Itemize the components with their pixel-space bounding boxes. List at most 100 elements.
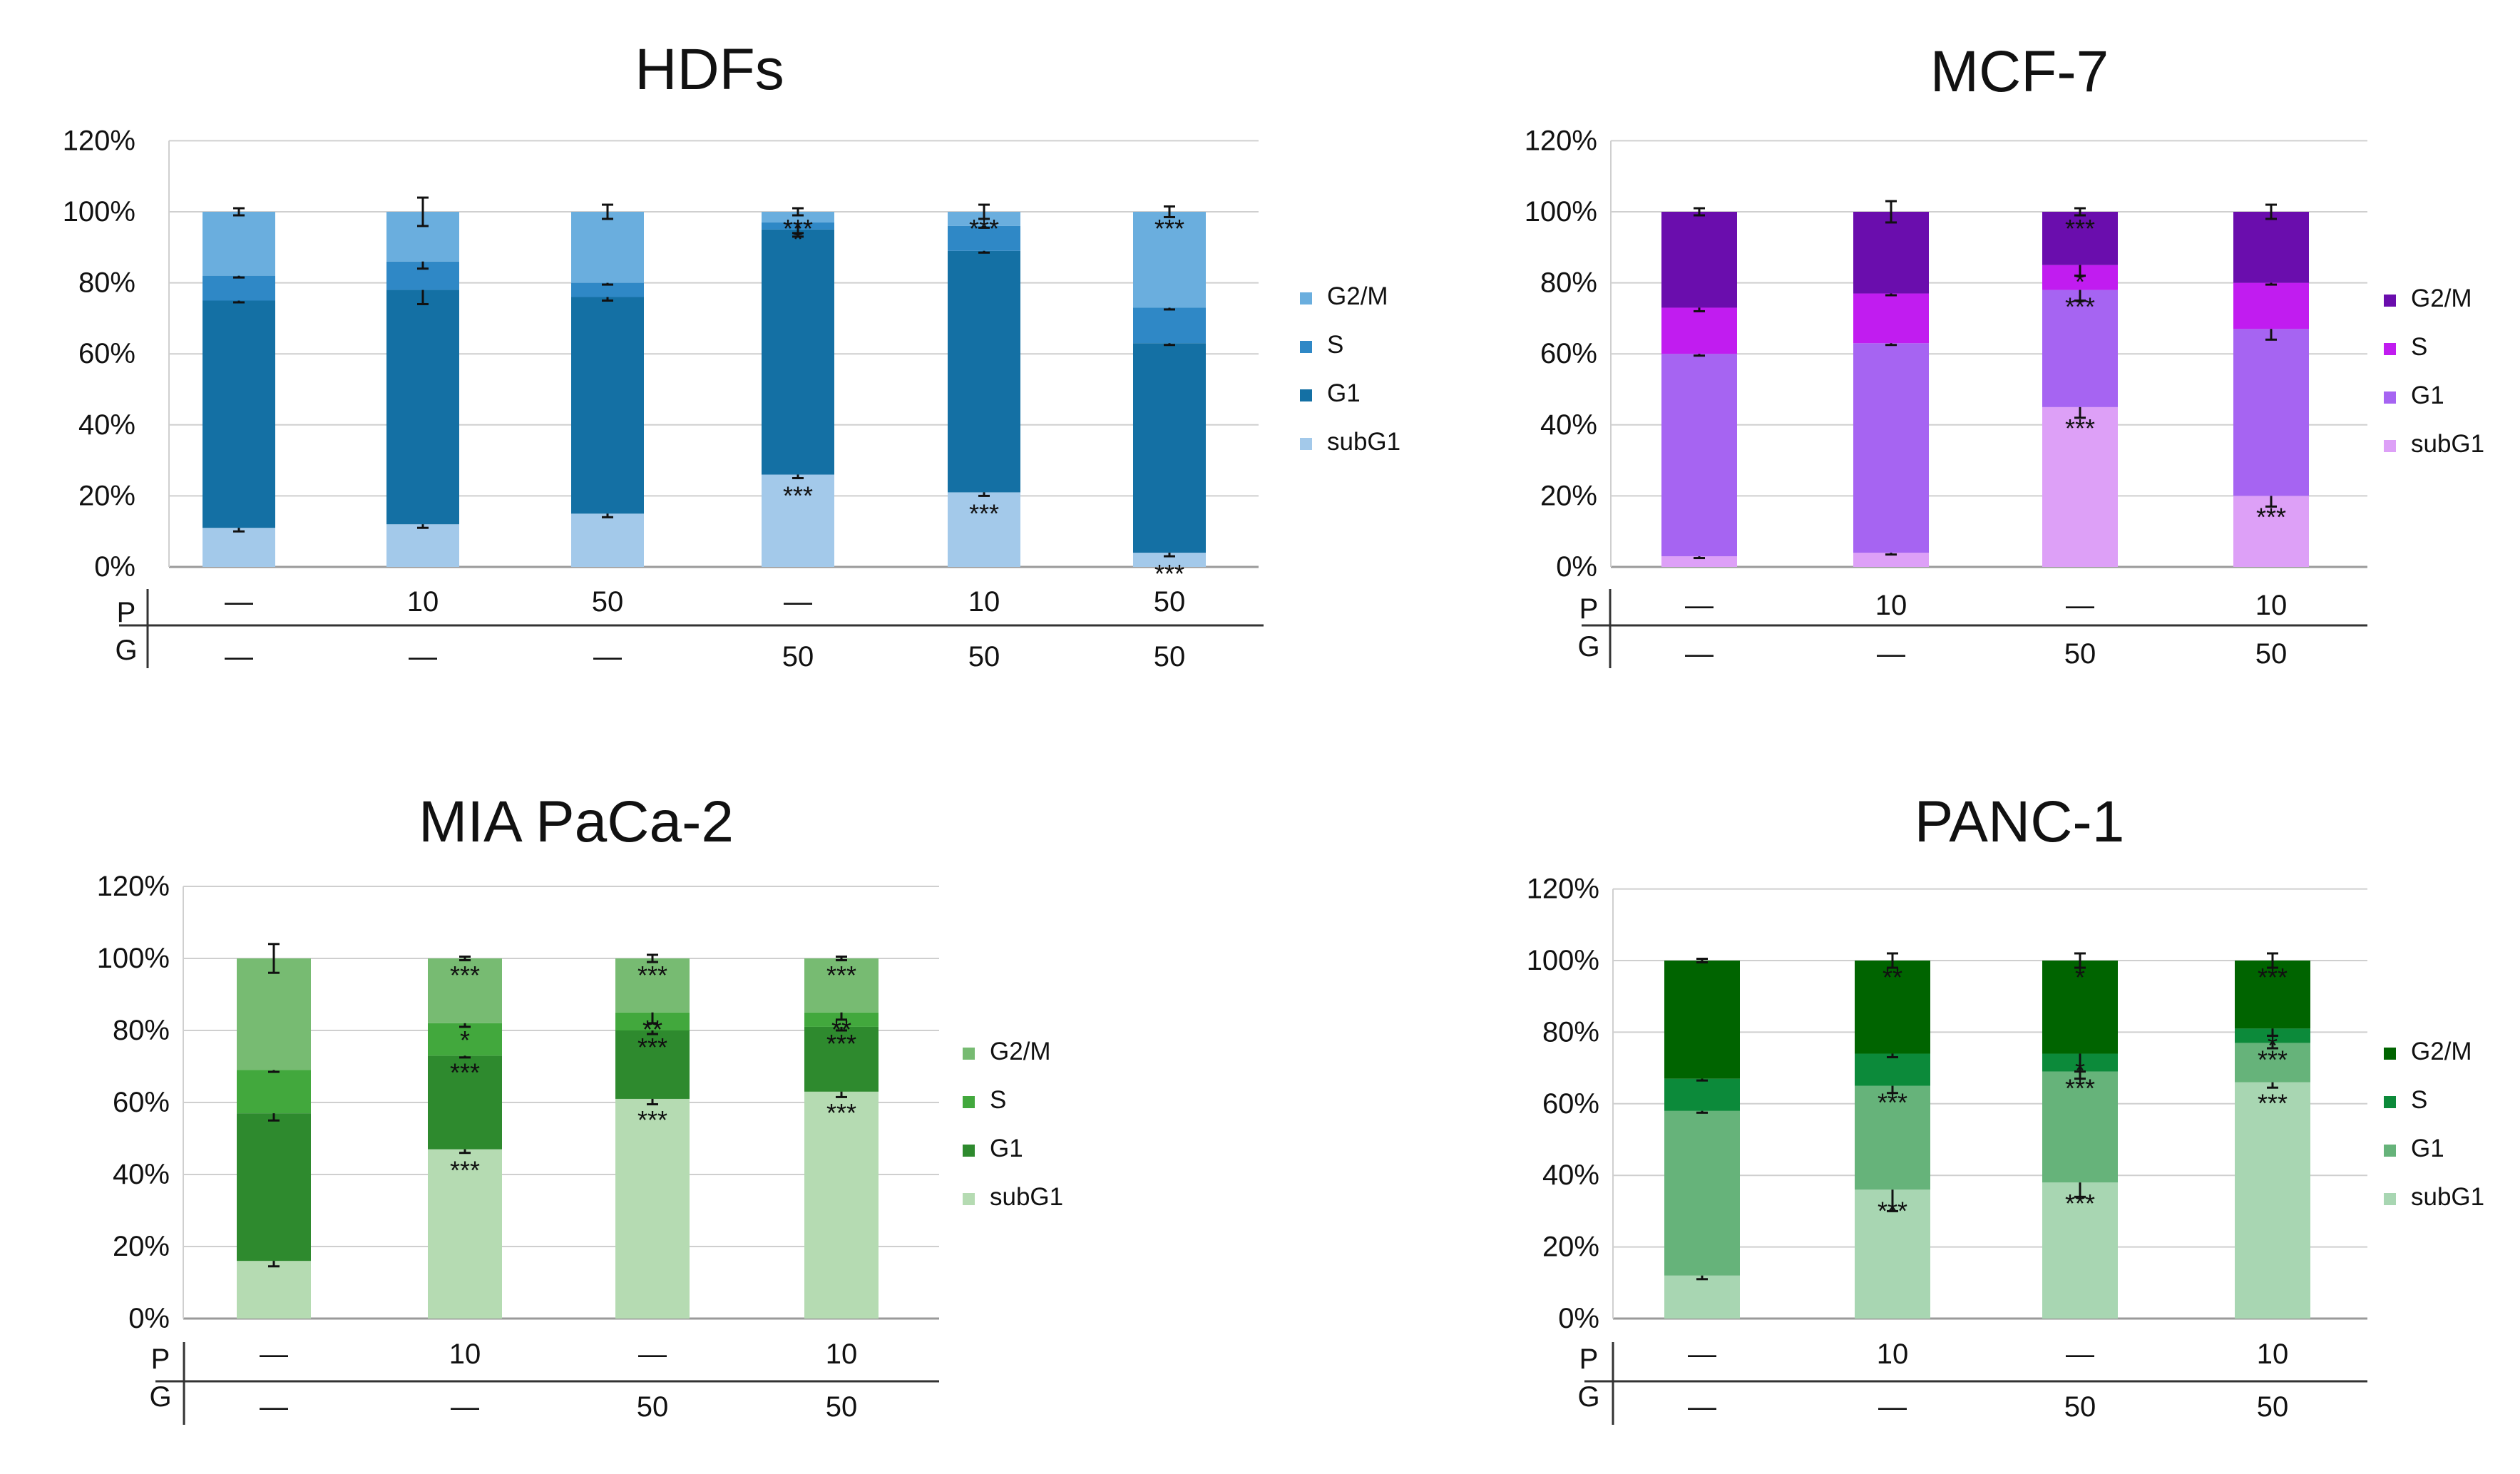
y-tick-label: 60% (1540, 338, 1597, 369)
legend-swatch (1300, 341, 1312, 353)
significance-label: *** (637, 1105, 667, 1135)
g-row-label: G (149, 1381, 171, 1413)
p-row-label: P (1579, 1344, 1599, 1375)
y-tick-label: 0% (1556, 551, 1597, 583)
significance-label: *** (637, 961, 667, 990)
bar-segment (2042, 212, 2118, 265)
legend-label: G1 (2411, 382, 2444, 409)
legend-label: subG1 (990, 1183, 1063, 1211)
y-tick-label: 120% (97, 871, 170, 902)
g-row-label: G (1577, 631, 1599, 662)
bar-segment (2042, 406, 2118, 567)
g-dose-label: 50 (2064, 1391, 2096, 1423)
significance-label: *** (2065, 1189, 2095, 1218)
y-tick-label: 20% (78, 480, 135, 511)
y-tick-label: 20% (1542, 1232, 1599, 1263)
significance-label: *** (826, 1098, 856, 1127)
bar-segment (1133, 307, 1206, 344)
significance-label: * (2075, 963, 2085, 992)
bar-segment (386, 290, 459, 525)
p-dose-label: 10 (826, 1339, 858, 1370)
g-dose-label: 50 (637, 1391, 669, 1423)
bar-segment (428, 1023, 502, 1056)
significance-label: *** (2258, 963, 2288, 992)
legend-swatch (2384, 343, 2396, 355)
y-tick-label: 60% (113, 1087, 170, 1118)
significance-label: *** (2065, 1074, 2095, 1103)
bar-segment (615, 1030, 690, 1099)
significance-label: *** (1878, 1196, 1907, 1225)
bar-segment (1133, 553, 1206, 567)
p-dose-label: 10 (1877, 1339, 1909, 1370)
legend-label: subG1 (1327, 428, 1400, 456)
significance-label: *** (2065, 292, 2095, 322)
significance-label: * (2268, 1030, 2278, 1060)
bar-segment (804, 1026, 879, 1092)
bar-segment (804, 958, 879, 1013)
bar-segment (571, 513, 644, 567)
bar-segment (1661, 354, 1737, 557)
g-dose-label: — (409, 641, 437, 672)
p-dose-label: 50 (1154, 586, 1186, 618)
p-dose-label: 10 (2257, 1339, 2289, 1370)
g-dose-label: — (260, 1391, 288, 1423)
significance-label: *** (969, 214, 999, 243)
bar-segment (237, 1113, 311, 1261)
y-tick-label: 100% (1525, 196, 1597, 227)
significance-label: *** (2258, 1089, 2288, 1118)
bar-segment (2235, 1082, 2310, 1319)
legend-swatch (963, 1048, 975, 1060)
bar-segment (203, 275, 275, 301)
bar-segment (1664, 1275, 1740, 1319)
p-dose-label: 10 (1875, 590, 1907, 621)
bar-segment (428, 1149, 502, 1319)
g-row-label: G (1577, 1381, 1599, 1413)
y-tick-label: 60% (78, 338, 135, 369)
g-dose-label: 50 (2255, 638, 2288, 670)
bar-segment (1855, 961, 1930, 1054)
legend-swatch (2384, 1193, 2396, 1205)
y-tick-label: 20% (113, 1231, 170, 1262)
bar-segment (762, 474, 834, 567)
y-tick-label: 120% (1525, 125, 1597, 156)
g-dose-label: 50 (826, 1391, 858, 1423)
bar-segment (1661, 212, 1737, 308)
bar-segment (571, 282, 644, 297)
significance-label: *** (783, 214, 813, 243)
g-dose-label: — (593, 641, 622, 672)
bar-segment (203, 212, 275, 276)
chart-title: MIA PaCa-2 (419, 789, 734, 854)
legend-swatch (2384, 440, 2396, 452)
p-dose-label: — (638, 1339, 667, 1370)
legend-label: G1 (990, 1135, 1023, 1162)
bar-segment (762, 212, 834, 222)
bar-segment (1853, 293, 1929, 344)
bar-segment (1661, 556, 1737, 567)
chart-panel: MCF-70%20%40%60%80%100%120%——10—********… (1525, 39, 2484, 670)
bar-segment (1855, 1053, 1930, 1086)
significance-label: *** (450, 961, 480, 990)
legend-swatch (963, 1145, 975, 1157)
g-dose-label: — (1877, 638, 1905, 670)
legend-label: subG1 (2411, 1183, 2484, 1211)
g-dose-label: — (451, 1391, 479, 1423)
legend-label: S (1327, 331, 1343, 359)
significance-label: *** (826, 1029, 856, 1058)
y-tick-label: 40% (1542, 1160, 1599, 1191)
legend-swatch (2384, 1048, 2396, 1060)
bar-segment (1664, 961, 1740, 1079)
g-dose-label: 50 (2064, 638, 2096, 670)
bar-segment (386, 524, 459, 567)
bar-segment (948, 225, 1020, 251)
bar-segment (2233, 329, 2309, 496)
p-row-label: P (151, 1344, 170, 1375)
significance-label: *** (783, 481, 813, 511)
bar-segment (428, 958, 502, 1023)
bar-segment (428, 1055, 502, 1150)
legend-swatch (2384, 1145, 2396, 1157)
y-tick-label: 0% (1558, 1303, 1599, 1334)
legend-swatch (1300, 438, 1312, 450)
bar-segment (615, 1098, 690, 1319)
y-tick-label: 80% (78, 267, 135, 299)
bar-segment (571, 212, 644, 283)
